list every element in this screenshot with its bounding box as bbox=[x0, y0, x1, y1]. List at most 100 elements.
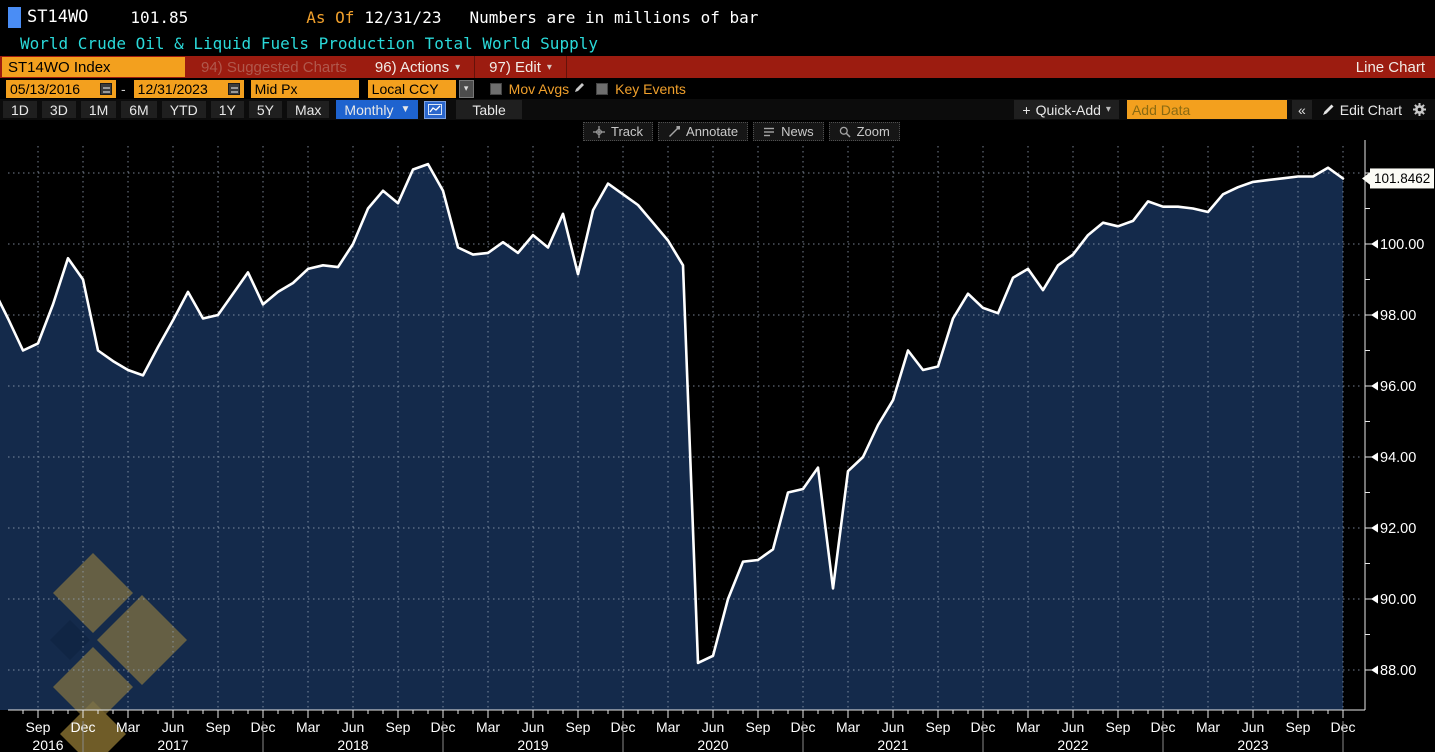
date-range-separator: - bbox=[121, 80, 126, 97]
actions-menu[interactable]: 96) Actions ▾ bbox=[361, 56, 476, 78]
range-5y[interactable]: 5Y bbox=[247, 100, 283, 119]
svg-text:Mar: Mar bbox=[116, 719, 140, 735]
svg-text:Jun: Jun bbox=[882, 719, 905, 735]
svg-text:Jun: Jun bbox=[1242, 719, 1265, 735]
range-6m[interactable]: 6M bbox=[120, 100, 158, 119]
table-button[interactable]: Table bbox=[456, 100, 522, 119]
svg-text:Mar: Mar bbox=[476, 719, 500, 735]
end-date-input[interactable]: 12/31/2023 bbox=[133, 79, 244, 98]
chevron-down-icon: ▾ bbox=[455, 61, 461, 73]
svg-text:2021: 2021 bbox=[877, 737, 908, 752]
double-chevron-icon: « bbox=[1297, 101, 1306, 118]
last-price: 101.85 bbox=[130, 7, 189, 27]
svg-text:Sep: Sep bbox=[26, 719, 51, 735]
crosshair-icon bbox=[593, 125, 605, 138]
svg-text:2023: 2023 bbox=[1237, 737, 1268, 752]
gear-icon bbox=[1413, 103, 1426, 116]
range-1d[interactable]: 1D bbox=[2, 100, 38, 119]
svg-text:Sep: Sep bbox=[1106, 719, 1131, 735]
track-button[interactable]: Track bbox=[583, 122, 654, 141]
chart-area[interactable]: Track Annotate News Zoom 88.00 90.00 92.00… bbox=[0, 120, 1435, 752]
pencil-icon bbox=[1322, 104, 1334, 115]
range-1y[interactable]: 1Y bbox=[209, 100, 245, 119]
edit-menu[interactable]: 97) Edit ▾ bbox=[475, 56, 567, 78]
chevron-down-icon: ▾ bbox=[1105, 104, 1111, 115]
line-chart-icon bbox=[428, 104, 443, 115]
edit-label: 97) Edit bbox=[489, 58, 541, 76]
ticker: ST14WO bbox=[27, 7, 89, 27]
zoom-button[interactable]: Zoom bbox=[828, 122, 900, 141]
svg-text:Sep: Sep bbox=[206, 719, 231, 735]
news-icon bbox=[764, 127, 775, 136]
svg-text:Mar: Mar bbox=[656, 719, 680, 735]
cursor-marker-icon bbox=[8, 6, 21, 28]
svg-text:2019: 2019 bbox=[517, 737, 548, 752]
actions-label: 96) Actions bbox=[374, 58, 450, 76]
key-events-checkbox[interactable] bbox=[596, 82, 609, 95]
suggested-charts-button[interactable]: 94) Suggested Charts bbox=[201, 58, 347, 76]
svg-text:2020: 2020 bbox=[697, 737, 728, 752]
svg-text:Sep: Sep bbox=[1286, 719, 1311, 735]
chart-float-toolbar: Track Annotate News Zoom bbox=[583, 122, 900, 141]
edit-chart-label: Edit Chart bbox=[1339, 101, 1402, 118]
field-toolbar: 05/13/2016 - 12/31/2023 Mid Px Local CCY… bbox=[0, 78, 1435, 99]
svg-text:96.00: 96.00 bbox=[1380, 379, 1416, 395]
period-dropdown[interactable]: Monthly ▼ bbox=[336, 100, 419, 119]
range-max[interactable]: Max bbox=[285, 100, 331, 119]
svg-text:Jun: Jun bbox=[342, 719, 365, 735]
red-toolbar: ST14WO Index 94) Suggested Charts 96) Ac… bbox=[0, 56, 1435, 78]
annotate-label: Annotate bbox=[686, 124, 739, 139]
svg-text:2022: 2022 bbox=[1057, 737, 1088, 752]
mov-avgs-checkbox[interactable] bbox=[489, 82, 502, 95]
svg-text:Sep: Sep bbox=[386, 719, 411, 735]
quick-add-button[interactable]: + Quick-Add ▾ bbox=[1014, 100, 1119, 119]
chart-type-label: Line Chart bbox=[1355, 58, 1425, 76]
plus-icon: + bbox=[1022, 101, 1031, 118]
svg-text:Mar: Mar bbox=[296, 719, 320, 735]
x-axis-labels: Sep Dec Mar Jun Sep Dec Mar Jun Sep Dec Mar Jun Sep D… bbox=[26, 719, 1355, 752]
as-of-date: 12/31/23 bbox=[364, 7, 442, 27]
quick-add-label: Quick-Add bbox=[1035, 101, 1101, 118]
annotate-icon bbox=[669, 125, 681, 137]
line-chart-style-button[interactable] bbox=[424, 100, 447, 119]
svg-text:98.00: 98.00 bbox=[1380, 308, 1416, 324]
svg-text:Mar: Mar bbox=[1016, 719, 1040, 735]
svg-text:90.00: 90.00 bbox=[1380, 592, 1416, 608]
period-label: Monthly bbox=[344, 101, 394, 118]
svg-text:2018: 2018 bbox=[337, 737, 368, 752]
last-price-tag: 101.8462 bbox=[1362, 168, 1434, 189]
svg-text:Jun: Jun bbox=[702, 719, 725, 735]
range-ytd[interactable]: YTD bbox=[160, 100, 207, 119]
svg-text:Jun: Jun bbox=[162, 719, 185, 735]
svg-text:88.00: 88.00 bbox=[1380, 663, 1416, 679]
end-date-value: 12/31/2023 bbox=[137, 80, 208, 97]
pencil-icon[interactable] bbox=[573, 81, 586, 97]
price-field-input[interactable]: Mid Px bbox=[250, 79, 359, 98]
annotate-button[interactable]: Annotate bbox=[658, 122, 749, 141]
svg-text:94.00: 94.00 bbox=[1380, 450, 1416, 466]
svg-text:2017: 2017 bbox=[157, 737, 188, 752]
news-label: News bbox=[781, 124, 814, 139]
start-date-input[interactable]: 05/13/2016 bbox=[6, 79, 116, 98]
edit-chart-button[interactable]: Edit Chart bbox=[1315, 100, 1408, 119]
security-input[interactable]: ST14WO Index bbox=[2, 57, 185, 77]
range-toolbar: 1D 3D 1M 6M YTD 1Y 5Y Max Monthly ▼ Tabl… bbox=[0, 99, 1435, 120]
units-note: Numbers are in millions of bar bbox=[469, 7, 759, 27]
calendar-icon[interactable] bbox=[227, 82, 240, 95]
range-3d[interactable]: 3D bbox=[40, 100, 77, 119]
range-1m[interactable]: 1M bbox=[79, 100, 118, 119]
chevron-down-icon: ▾ bbox=[546, 61, 552, 73]
chevron-down-icon: ▼ bbox=[400, 104, 411, 115]
svg-text:Sep: Sep bbox=[746, 719, 771, 735]
settings-button[interactable] bbox=[1412, 102, 1427, 117]
calendar-icon[interactable] bbox=[100, 82, 112, 95]
currency-input[interactable]: Local CCY bbox=[367, 79, 456, 98]
add-data-input[interactable] bbox=[1126, 100, 1287, 119]
svg-text:Sep: Sep bbox=[926, 719, 951, 735]
collapse-panel-button[interactable]: « bbox=[1291, 100, 1312, 119]
track-label: Track bbox=[611, 124, 644, 139]
currency-dropdown-button[interactable]: ▾ bbox=[458, 79, 474, 98]
news-button[interactable]: News bbox=[753, 122, 824, 141]
svg-text:101.8462: 101.8462 bbox=[1374, 171, 1430, 186]
